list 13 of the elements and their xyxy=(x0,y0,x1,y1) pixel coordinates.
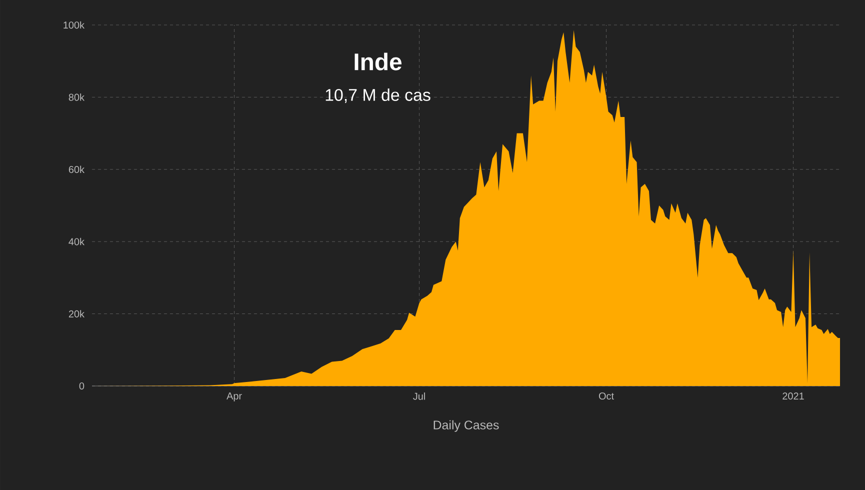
x-tick-label: Apr xyxy=(226,392,242,402)
x-tick-label: Jul xyxy=(413,392,425,400)
y-tick-label: 60k xyxy=(68,166,85,174)
y-tick-label: 40k xyxy=(68,238,85,246)
y-tick-label: 100k xyxy=(64,21,85,29)
y-tick-label: 80k xyxy=(68,94,85,101)
y-tick-label: 20k xyxy=(68,310,85,318)
text: Inde xyxy=(354,52,402,70)
y-tick-label: 0 xyxy=(79,382,84,390)
text: 10,7 M de cas xyxy=(326,88,430,103)
x-tick-label: Oct xyxy=(598,392,614,400)
x-tick-label: 2021 xyxy=(782,392,804,400)
x-axis-title: Daily Cases xyxy=(434,420,499,432)
